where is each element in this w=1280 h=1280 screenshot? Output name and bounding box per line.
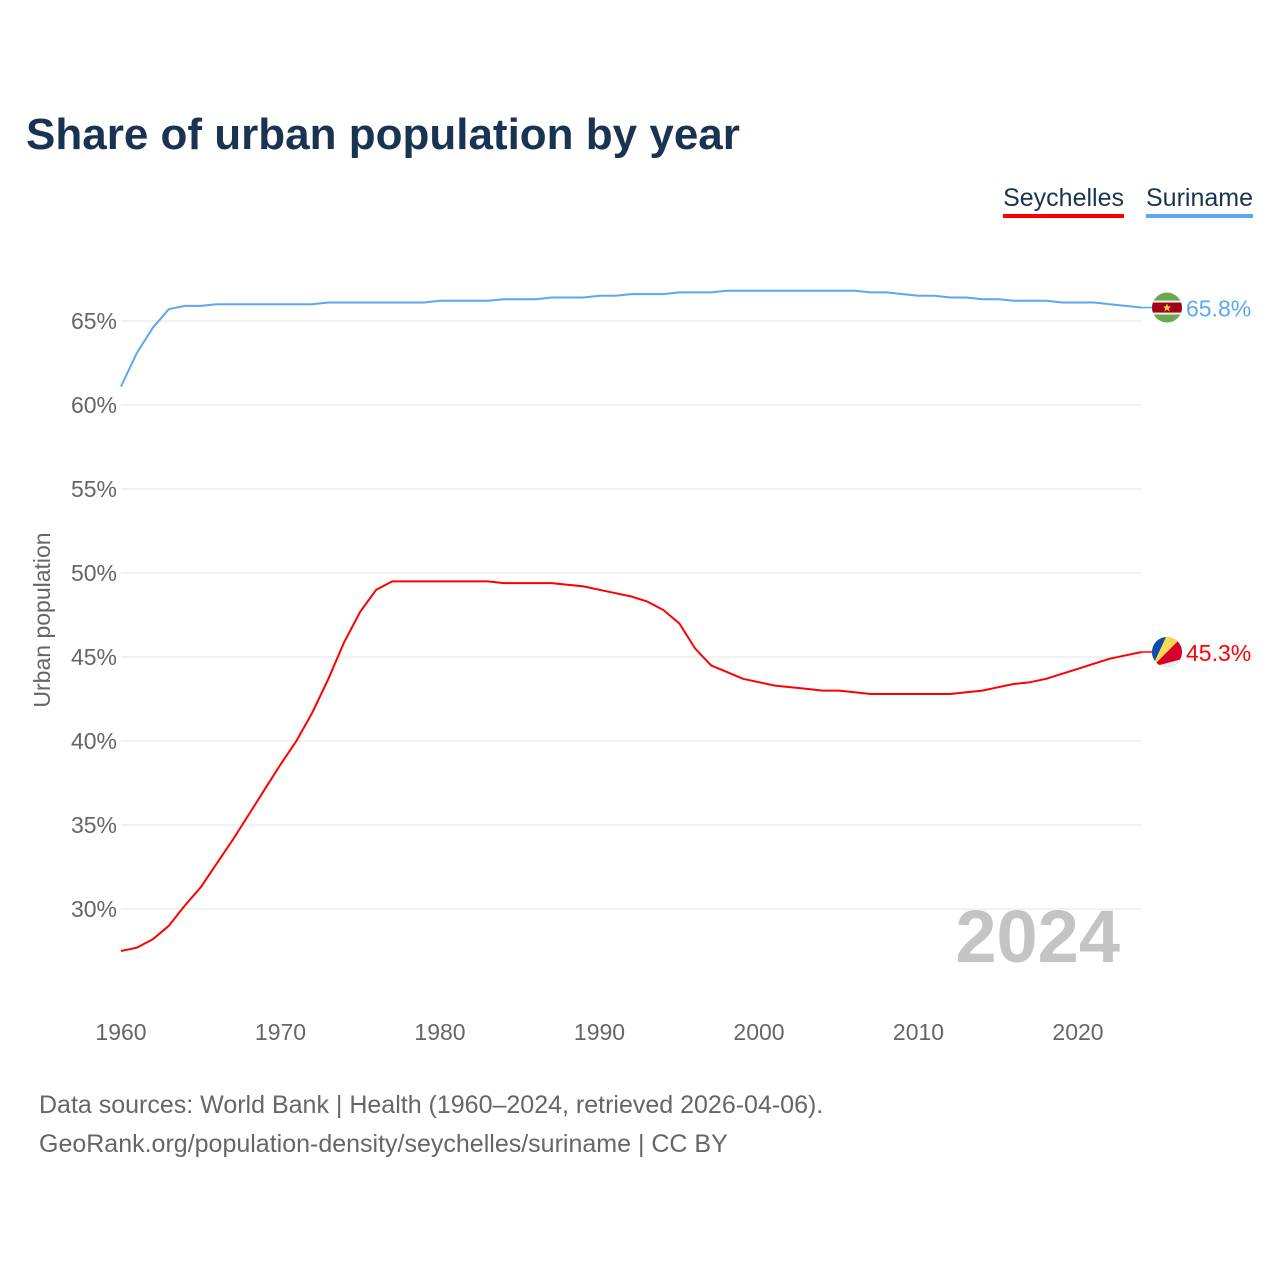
- y-tick-label: 40%: [71, 728, 117, 754]
- y-axis-label: Urban population: [29, 532, 55, 707]
- x-tick-label: 1990: [574, 1019, 625, 1045]
- series-line-seychelles: [120, 580, 1143, 952]
- flag-yellow: [1152, 636, 1182, 667]
- y-tick-label: 35%: [71, 812, 117, 838]
- flag: [1152, 636, 1182, 667]
- x-tick-label: 1980: [414, 1019, 465, 1045]
- y-tick-label: 60%: [71, 392, 117, 418]
- footer: Data sources: World Bank | Health (1960–…: [39, 1086, 823, 1164]
- source-link[interactable]: GeoRank.org/population-density/seychelle…: [39, 1130, 728, 1158]
- legend-item-seychelles[interactable]: Seychelles: [1003, 184, 1124, 218]
- data-source-text: Data sources: World Bank | Health (1960–…: [39, 1091, 824, 1119]
- end-value-label: 45.3%: [1186, 640, 1251, 666]
- flag-star: [1163, 303, 1171, 312]
- legend: Seychelles Suriname: [1003, 184, 1253, 218]
- y-tick-label: 65%: [71, 308, 117, 334]
- suriname-flag-icon: [1152, 292, 1182, 323]
- x-tick-label: 1960: [95, 1019, 146, 1045]
- series-line-suriname: [120, 289, 1142, 387]
- y-tick-label: 45%: [71, 644, 117, 670]
- x-tick-label: 1970: [255, 1019, 306, 1045]
- flag: [1152, 292, 1182, 323]
- x-tick-label: 2000: [733, 1019, 784, 1045]
- end-value-label: 65.8%: [1186, 296, 1251, 322]
- y-tick-label: 50%: [71, 560, 117, 586]
- legend-item-suriname[interactable]: Suriname: [1146, 184, 1253, 218]
- chart-title: Share of urban population by year: [26, 110, 740, 159]
- flag-blue: [1152, 636, 1166, 667]
- seychelles-flag-icon: [1152, 636, 1182, 667]
- y-tick-label: 55%: [71, 476, 117, 502]
- y-tick-label: 30%: [71, 896, 117, 922]
- x-tick-label: 2020: [1052, 1019, 1103, 1045]
- year-watermark: 2024: [955, 895, 1120, 978]
- x-tick-label: 2010: [893, 1019, 944, 1045]
